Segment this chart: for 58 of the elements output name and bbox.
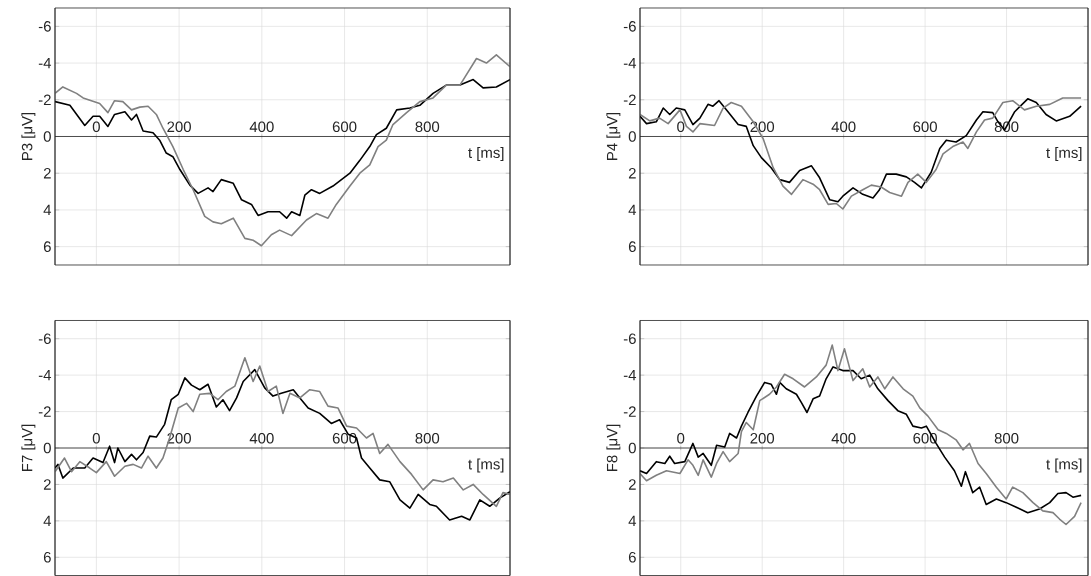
y-axis-title: F7 [μV]: [21, 424, 36, 472]
x-tick-label: 200: [167, 121, 191, 133]
line-series: [55, 54, 510, 247]
line-series: [55, 78, 510, 219]
x-tick-label: 200: [750, 121, 775, 133]
x-tick-label: 0: [92, 433, 100, 444]
x-tick-label: 0: [677, 433, 685, 444]
y-tick-label: -4: [38, 370, 52, 381]
y-tick-label: 4: [628, 204, 637, 216]
y-tick-label: 2: [43, 167, 51, 179]
x-tick-label: 600: [913, 121, 937, 133]
y-tick-label: -6: [623, 333, 636, 344]
x-axis-title: t [ms]: [468, 147, 504, 161]
y-axis-title: F8 [μV]: [606, 424, 621, 472]
y-tick-label: 2: [628, 479, 636, 490]
y-tick-label: -4: [623, 370, 637, 381]
y-axis-title: P4 [μV]: [606, 112, 621, 160]
x-tick-label: 800: [415, 433, 440, 444]
y-tick-label: -6: [38, 333, 51, 344]
x-tick-label: 800: [994, 433, 1019, 444]
y-tick-label: 4: [628, 515, 637, 526]
y-tick-label: 0: [628, 131, 636, 142]
x-axis-title: t [ms]: [468, 458, 504, 473]
x-tick-label: 400: [249, 121, 274, 133]
x-tick-label: 600: [332, 433, 357, 444]
y-tick-label: 0: [43, 442, 51, 454]
y-tick-label: 0: [43, 131, 51, 142]
x-tick-label: 200: [167, 433, 191, 444]
x-axis-title: t [ms]: [1046, 147, 1082, 161]
y-tick-label: 6: [628, 241, 636, 252]
y-tick-label: 4: [43, 204, 52, 216]
x-tick-label: 800: [415, 121, 440, 133]
y-tick-label: -2: [623, 94, 636, 105]
line-series: [640, 366, 1082, 514]
line-series: [640, 344, 1082, 526]
x-tick-label: 600: [332, 121, 357, 133]
y-tick-label: 6: [628, 552, 636, 563]
y-tick-label: -2: [38, 94, 51, 105]
y-tick-label: -6: [623, 21, 636, 32]
x-tick-label: 200: [750, 433, 775, 444]
y-tick-label: -2: [623, 406, 636, 417]
y-tick-label: -6: [38, 21, 51, 32]
y-tick-label: -2: [38, 406, 51, 417]
x-tick-label: 400: [831, 121, 856, 133]
x-tick-label: 0: [92, 121, 100, 133]
y-tick-label: 6: [43, 241, 51, 252]
x-tick-label: 400: [831, 433, 856, 444]
y-tick-label: 4: [43, 515, 52, 526]
y-tick-label: 2: [43, 479, 51, 490]
y-tick-label: 6: [43, 552, 51, 563]
y-tick-label: 0: [628, 442, 636, 454]
x-tick-label: 400: [249, 433, 274, 444]
y-tick-label: -4: [38, 57, 52, 69]
y-tick-label: -4: [623, 57, 637, 69]
y-axis-title: P3 [μV]: [21, 112, 36, 160]
x-axis-title: t [ms]: [1046, 458, 1082, 473]
x-tick-label: 0: [677, 121, 685, 133]
y-tick-label: 2: [628, 167, 636, 179]
